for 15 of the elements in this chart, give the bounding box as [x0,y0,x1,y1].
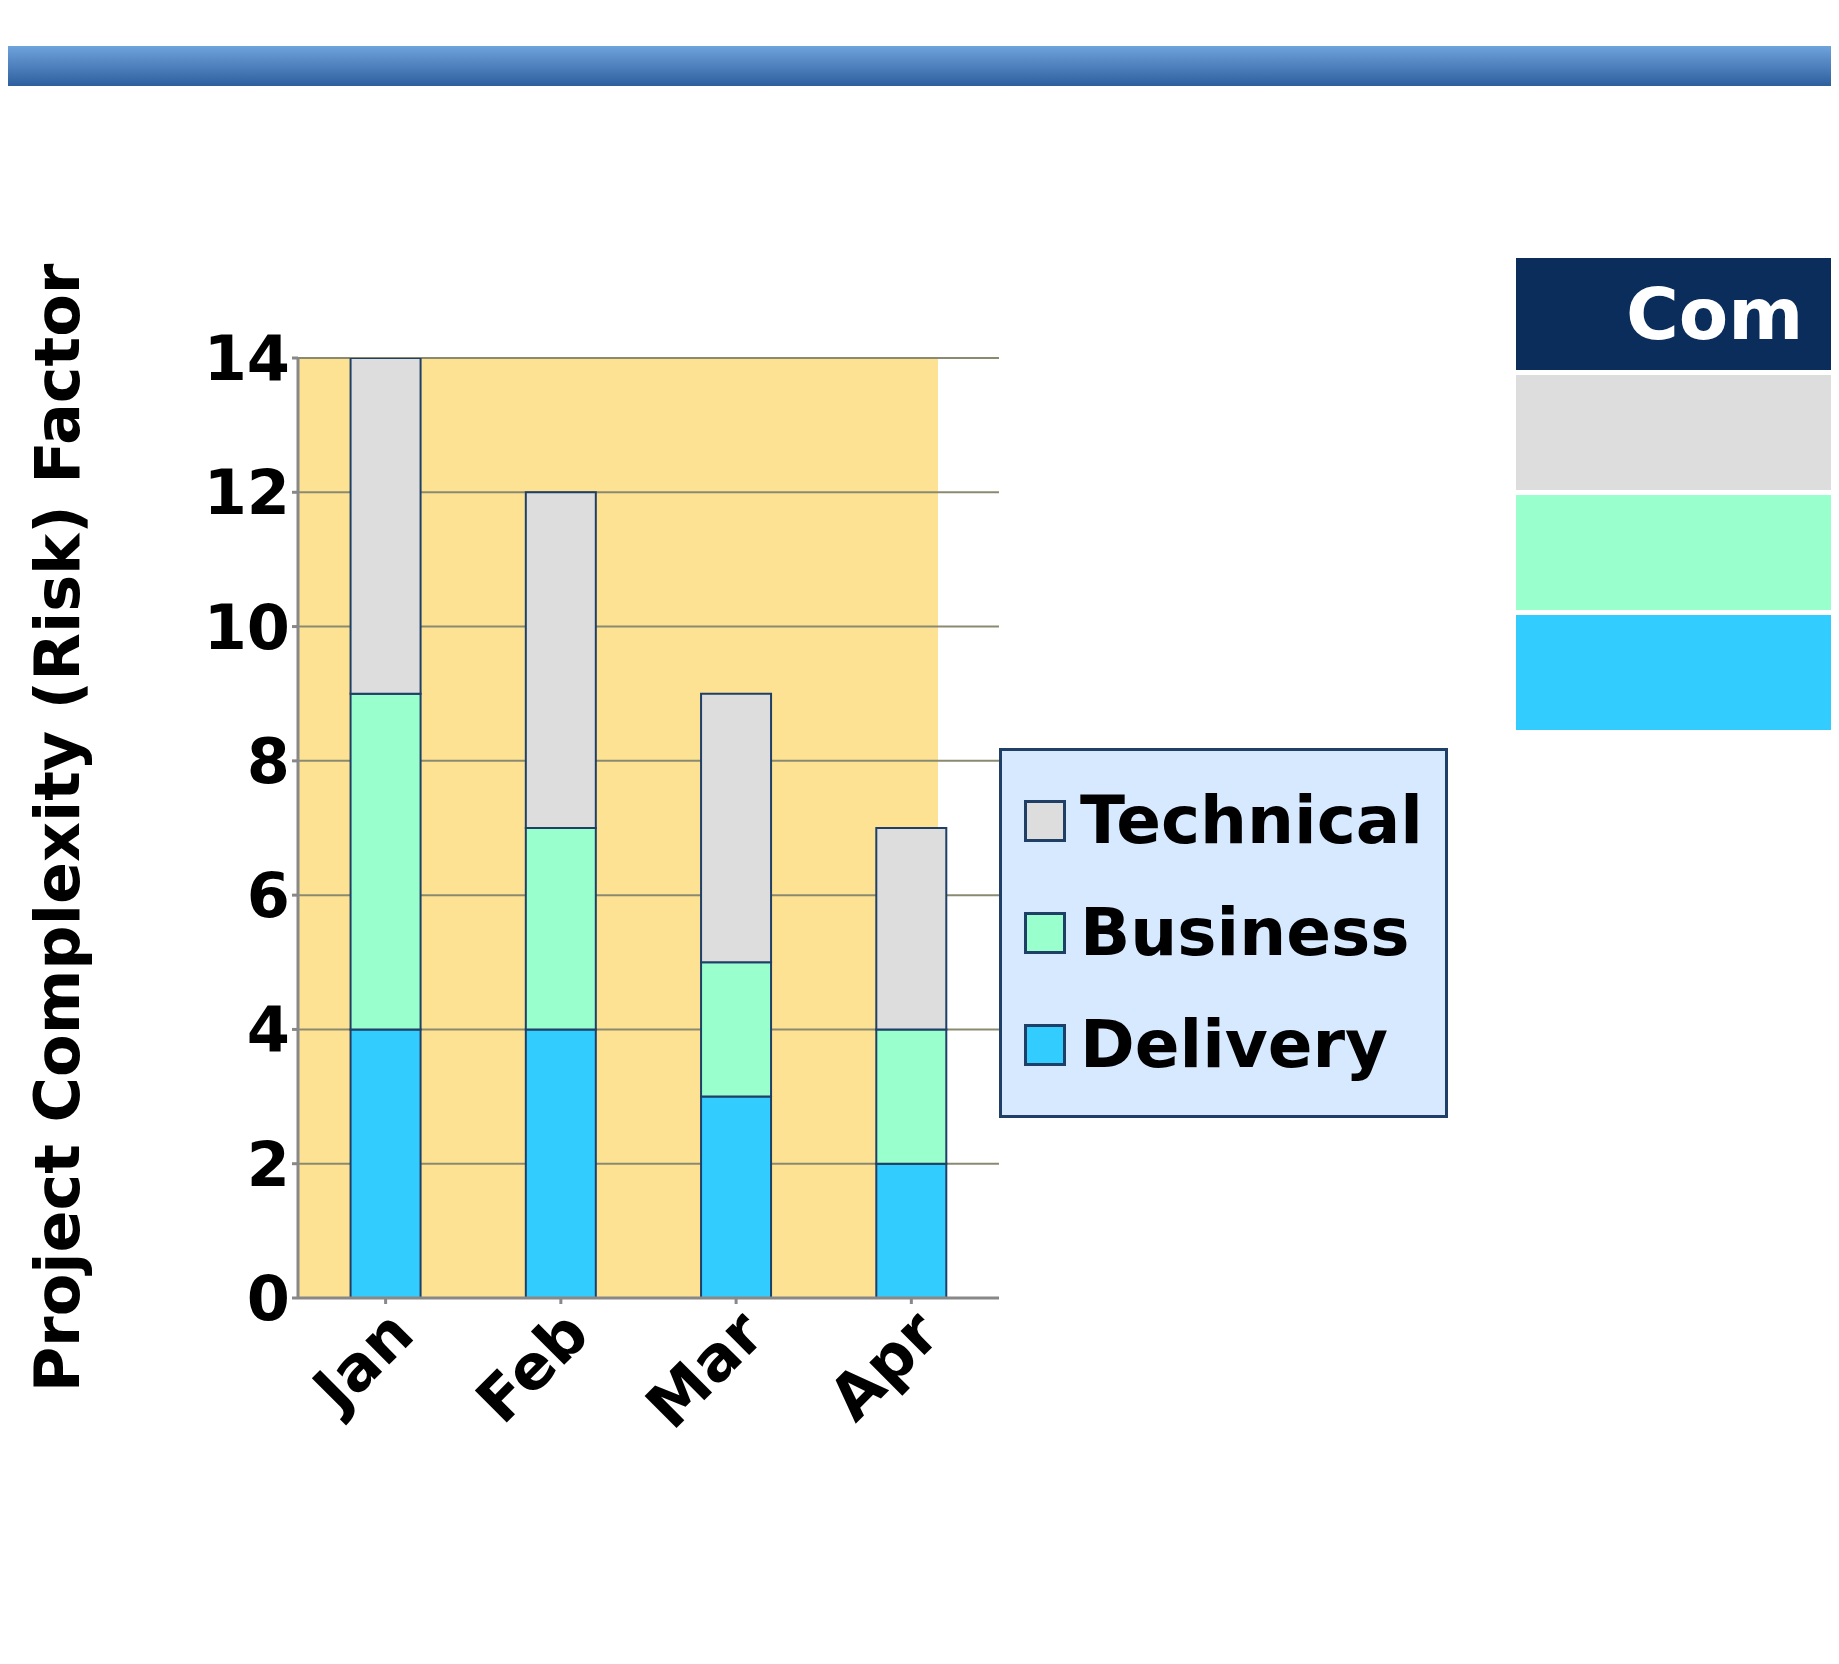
y-tick-label: 2 [246,1127,290,1201]
y-tick-label: 12 [203,456,290,530]
y-tick-label: 14 [203,322,290,396]
x-tick-label: Jan [295,1296,428,1428]
y-tick-label: 6 [246,859,290,933]
text: Com [1516,258,1831,370]
y-tick-label: 10 [203,590,290,664]
y-axis-title: Project Complexity (Risk) Factor [21,263,94,1393]
legend-label: Business [1079,893,1410,973]
legend-label: Delivery [1079,1005,1389,1085]
legend-label: Technical [1079,781,1423,861]
x-tick-label: Feb [461,1296,603,1438]
y-tick-label: 8 [246,724,290,798]
y-tick-label: 0 [246,1262,290,1336]
y-tick-label: 4 [246,993,290,1067]
